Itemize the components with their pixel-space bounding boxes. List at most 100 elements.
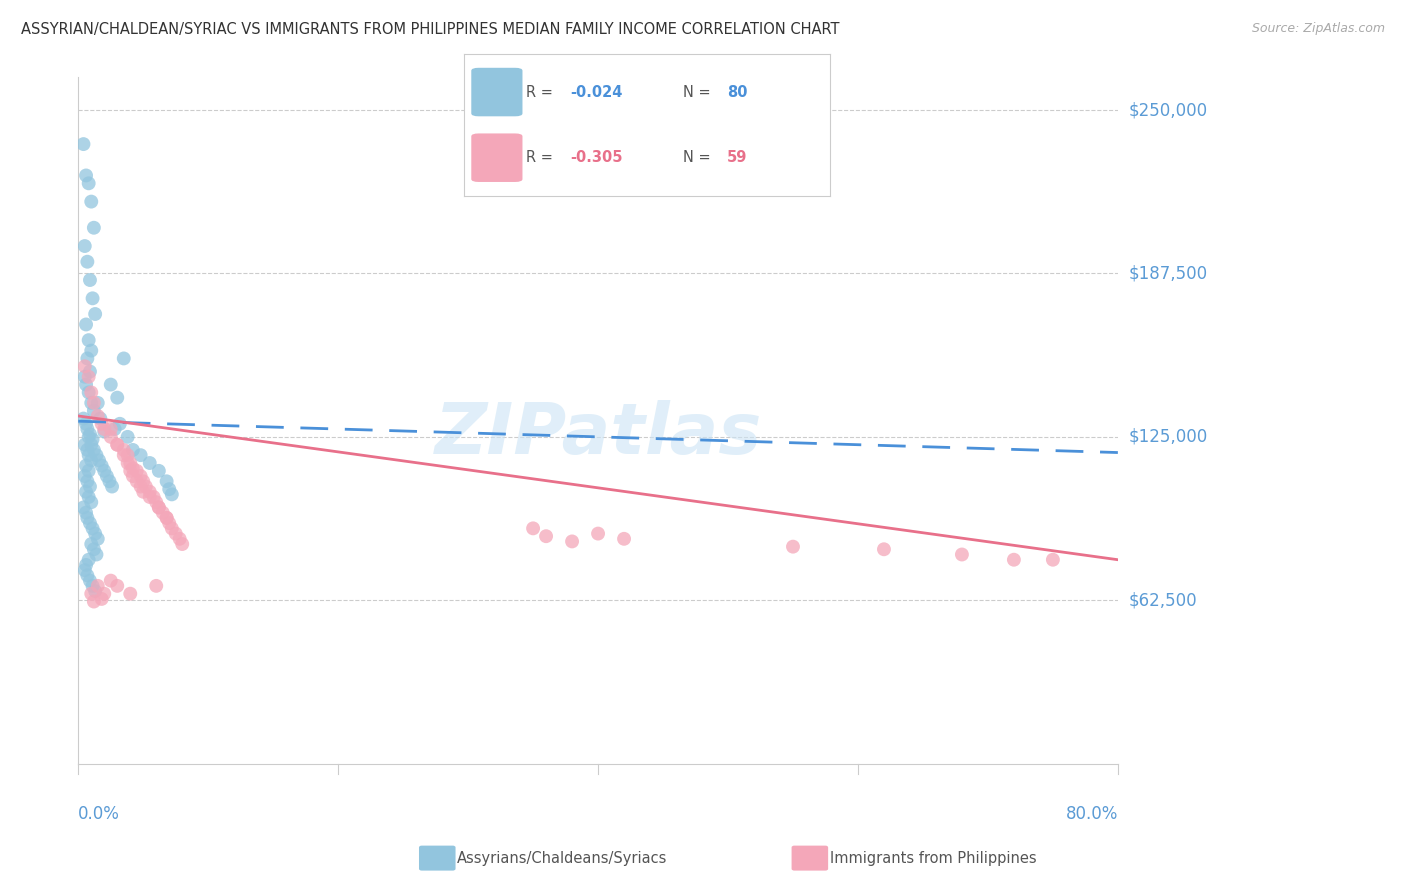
Point <box>83 542 105 557</box>
Point <box>73 563 96 577</box>
Point <box>561 534 583 549</box>
Text: 80: 80 <box>727 85 748 100</box>
Text: N =: N = <box>683 150 716 165</box>
Point <box>1002 552 1025 566</box>
Point <box>105 579 128 593</box>
Point <box>125 464 148 478</box>
Point <box>76 475 98 489</box>
Point <box>84 526 107 541</box>
Point <box>73 239 96 253</box>
Point <box>1042 552 1064 566</box>
Point <box>80 396 103 410</box>
Point <box>80 194 103 209</box>
Text: Immigrants from Philippines: Immigrants from Philippines <box>830 851 1036 865</box>
Point <box>157 482 180 496</box>
Point <box>132 475 155 489</box>
Point <box>77 177 100 191</box>
Point <box>129 479 152 493</box>
Text: N =: N = <box>683 85 716 100</box>
Point <box>522 521 544 535</box>
FancyBboxPatch shape <box>471 134 523 182</box>
Point <box>100 377 122 392</box>
Point <box>73 438 96 452</box>
Point <box>86 448 108 462</box>
Point <box>139 456 162 470</box>
Text: $125,000: $125,000 <box>1129 428 1208 446</box>
Point <box>112 351 135 366</box>
Point <box>83 442 105 457</box>
Text: -0.024: -0.024 <box>569 85 623 100</box>
Point <box>93 425 115 439</box>
Point <box>129 448 152 462</box>
Point <box>75 484 97 499</box>
Text: Source: ZipAtlas.com: Source: ZipAtlas.com <box>1251 22 1385 36</box>
Point <box>87 453 110 467</box>
Text: R =: R = <box>526 150 558 165</box>
Point <box>77 369 100 384</box>
Text: R =: R = <box>526 85 558 100</box>
Point <box>77 385 100 400</box>
Point <box>120 587 142 601</box>
Point <box>77 448 100 462</box>
Point <box>87 409 110 423</box>
Point <box>77 552 100 566</box>
Point <box>82 291 104 305</box>
Point <box>84 584 107 599</box>
Point <box>90 458 112 473</box>
Point <box>121 461 143 475</box>
Point <box>87 532 110 546</box>
Point <box>77 490 100 504</box>
Point <box>101 479 124 493</box>
Point <box>157 516 180 530</box>
Point <box>121 442 143 457</box>
Point <box>112 442 135 457</box>
Point <box>83 594 105 608</box>
Point <box>72 137 94 152</box>
Point <box>93 464 115 478</box>
Point <box>104 422 127 436</box>
Point <box>873 542 896 557</box>
Point <box>105 438 128 452</box>
Text: -0.305: -0.305 <box>569 150 623 165</box>
Point <box>112 448 135 462</box>
Point <box>80 438 103 452</box>
Point <box>613 532 636 546</box>
Point <box>100 430 122 444</box>
Point <box>75 318 97 332</box>
Point <box>135 479 157 493</box>
Point <box>121 469 143 483</box>
Point <box>156 475 179 489</box>
Point <box>148 500 170 515</box>
Point <box>80 587 103 601</box>
Point <box>72 500 94 515</box>
Point <box>77 333 100 347</box>
Point <box>98 475 121 489</box>
Point <box>82 579 104 593</box>
Text: ASSYRIAN/CHALDEAN/SYRIAC VS IMMIGRANTS FROM PHILIPPINES MEDIAN FAMILY INCOME COR: ASSYRIAN/CHALDEAN/SYRIAC VS IMMIGRANTS F… <box>21 22 839 37</box>
Text: ZIPatlas: ZIPatlas <box>434 400 762 469</box>
Point <box>117 448 139 462</box>
Point <box>100 574 122 588</box>
Point <box>96 469 118 483</box>
Point <box>87 396 110 410</box>
Point <box>169 532 191 546</box>
Point <box>129 469 152 483</box>
Point <box>72 411 94 425</box>
Point <box>132 484 155 499</box>
Point <box>76 422 98 436</box>
Point <box>950 548 973 562</box>
Text: 59: 59 <box>727 150 748 165</box>
Point <box>80 343 103 358</box>
Point <box>76 568 98 582</box>
Point <box>105 438 128 452</box>
FancyBboxPatch shape <box>471 68 523 116</box>
Point <box>83 403 105 417</box>
Point <box>120 464 142 478</box>
Point <box>77 464 100 478</box>
Point <box>145 579 167 593</box>
Point <box>172 537 194 551</box>
Point <box>83 396 105 410</box>
Point <box>79 273 101 287</box>
Text: $187,500: $187,500 <box>1129 265 1208 283</box>
Point <box>80 495 103 509</box>
